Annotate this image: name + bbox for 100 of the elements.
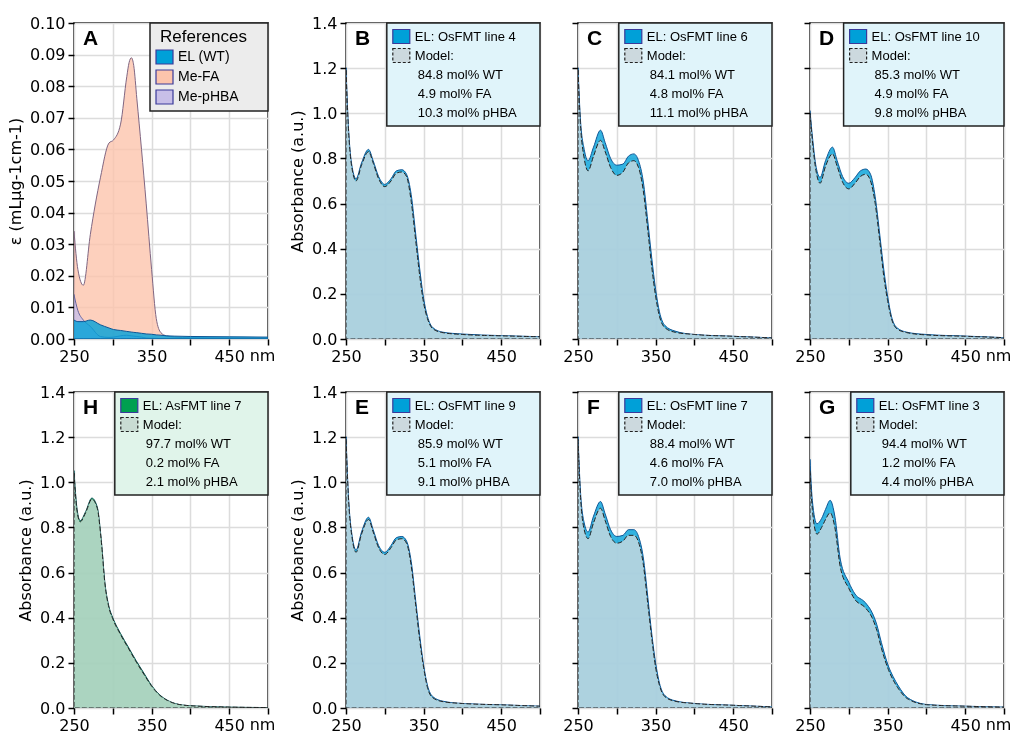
legend-label: Me-pHBA bbox=[178, 88, 240, 104]
y-tick-label: 0.2 bbox=[312, 284, 338, 304]
y-tick-label: 1.4 bbox=[40, 382, 66, 402]
legend-label: EL: OsFMT line 7 bbox=[646, 397, 748, 413]
y-tick-label: 0.2 bbox=[312, 653, 338, 673]
y-axis-title: Absorbance (a.u.) bbox=[288, 110, 308, 253]
annotation: 2.1 mol% pHBA bbox=[145, 473, 238, 489]
y-tick-label: 0.6 bbox=[312, 563, 338, 583]
x-tick-label: 450 bbox=[486, 715, 517, 735]
annotation: 0.2 mol% FA bbox=[145, 454, 220, 470]
x-axis-title: nm bbox=[985, 345, 1012, 365]
legend-label: EL: OsFMT line 3 bbox=[878, 397, 980, 413]
x-axis-title: nm bbox=[249, 345, 276, 365]
legend-label: Model: bbox=[646, 47, 686, 63]
annotation: 9.8 mol% pHBA bbox=[874, 104, 967, 120]
legend-label: Model: bbox=[646, 416, 686, 432]
x-tick-label: 250 bbox=[59, 715, 90, 735]
annotation: 11.1 mol% pHBA bbox=[649, 104, 749, 120]
x-axis-title: nm bbox=[249, 714, 276, 734]
annotation: 84.1 mol% WT bbox=[649, 66, 736, 82]
y-tick-label: 0.0 bbox=[40, 698, 66, 718]
x-tick-label: 250 bbox=[563, 715, 594, 735]
legend-label: Model: bbox=[871, 47, 911, 63]
y-tick-label: 1.2 bbox=[312, 427, 338, 447]
y-tick-label: 0.8 bbox=[312, 148, 338, 168]
annotation: 7.0 mol% pHBA bbox=[649, 473, 742, 489]
y-axis-title: Absorbance (a.u.) bbox=[288, 479, 308, 622]
y-tick-label: 0.01 bbox=[29, 297, 66, 317]
annotation: 5.1 mol% FA bbox=[417, 454, 492, 470]
annotation: 10.3 mol% pHBA bbox=[417, 104, 518, 120]
y-tick-label: 1.0 bbox=[40, 472, 66, 492]
legend-title: References bbox=[160, 27, 247, 46]
annotation: 85.9 mol% WT bbox=[417, 435, 504, 451]
chart-title: E bbox=[355, 395, 370, 418]
x-tick-label: 350 bbox=[640, 346, 672, 366]
y-tick-label: 0.08 bbox=[29, 76, 66, 96]
x-tick-label: 450 bbox=[486, 346, 517, 366]
annotation: 85.3 mol% WT bbox=[874, 66, 960, 82]
x-tick-label: 450 bbox=[214, 715, 245, 735]
chart-title: A bbox=[83, 26, 99, 49]
y-tick-label: 0.8 bbox=[40, 517, 66, 537]
chart-title: C bbox=[587, 26, 603, 49]
x-tick-label: 450 bbox=[950, 346, 981, 366]
annotation: 4.9 mol% FA bbox=[417, 85, 492, 101]
x-tick-label: 450 bbox=[950, 715, 981, 735]
x-tick-label: 250 bbox=[59, 346, 90, 366]
y-axis-title: ε (mLµg-1cm-1) bbox=[5, 117, 25, 246]
y-tick-label: 1.4 bbox=[312, 13, 338, 33]
legend-label: EL: OsFMT line 6 bbox=[646, 28, 748, 44]
x-tick-label: 350 bbox=[872, 346, 904, 366]
annotation: 4.4 mol% pHBA bbox=[881, 473, 974, 489]
legend-label: EL: AsFMT line 7 bbox=[142, 397, 242, 413]
x-tick-label: 250 bbox=[795, 346, 826, 366]
y-tick-label: 0.00 bbox=[29, 329, 66, 349]
annotation: 84.8 mol% WT bbox=[417, 66, 504, 82]
x-tick-label: 350 bbox=[872, 715, 904, 735]
x-axis-title: nm bbox=[985, 714, 1012, 734]
legend-label: Me-FA bbox=[178, 68, 220, 84]
legend-label: EL (WT) bbox=[178, 48, 230, 64]
x-tick-label: 250 bbox=[331, 715, 362, 735]
annotation: 97.7 mol% WT bbox=[145, 435, 232, 451]
annotation: 9.1 mol% pHBA bbox=[417, 473, 510, 489]
x-tick-label: 250 bbox=[563, 346, 594, 366]
y-tick-label: 1.0 bbox=[312, 103, 338, 123]
y-tick-label: 0.10 bbox=[29, 13, 66, 33]
legend-label: Model: bbox=[142, 416, 182, 432]
y-tick-label: 0.0 bbox=[312, 329, 338, 349]
y-tick-label: 0.03 bbox=[29, 234, 66, 254]
legend-label: Model: bbox=[878, 416, 918, 432]
y-tick-label: 0.09 bbox=[29, 45, 66, 65]
y-tick-label: 0.4 bbox=[312, 608, 338, 628]
y-axis-title: Absorbance (a.u.) bbox=[16, 479, 36, 622]
legend-label: EL: OsFMT line 10 bbox=[871, 28, 980, 44]
y-tick-label: 0.07 bbox=[29, 108, 66, 128]
y-tick-label: 0.04 bbox=[29, 203, 66, 223]
x-tick-label: 250 bbox=[795, 715, 826, 735]
legend-label: Model: bbox=[414, 47, 454, 63]
legend-label: EL: OsFMT line 4 bbox=[414, 28, 516, 44]
x-tick-label: 450 bbox=[718, 346, 749, 366]
x-tick-label: 450 bbox=[718, 715, 749, 735]
y-tick-label: 0.06 bbox=[29, 139, 66, 159]
x-tick-label: 350 bbox=[408, 346, 440, 366]
y-tick-label: 1.2 bbox=[40, 427, 66, 447]
y-tick-label: 0.02 bbox=[29, 266, 66, 286]
chart-title: D bbox=[819, 26, 835, 49]
chart-title: G bbox=[819, 395, 836, 418]
y-tick-label: 0.2 bbox=[40, 653, 66, 673]
chart-title: B bbox=[355, 26, 371, 49]
y-tick-label: 0.6 bbox=[40, 563, 66, 583]
x-tick-label: 350 bbox=[136, 715, 168, 735]
x-tick-label: 450 bbox=[214, 346, 245, 366]
y-tick-label: 0.6 bbox=[312, 194, 338, 214]
y-tick-label: 1.4 bbox=[312, 382, 338, 402]
annotation: 4.9 mol% FA bbox=[874, 85, 949, 101]
annotation: 4.6 mol% FA bbox=[649, 454, 724, 470]
y-tick-label: 0.4 bbox=[40, 608, 66, 628]
y-tick-label: 1.2 bbox=[312, 58, 338, 78]
x-tick-label: 250 bbox=[331, 346, 362, 366]
y-tick-label: 0.0 bbox=[312, 698, 338, 718]
annotation: 1.2 mol% FA bbox=[881, 454, 956, 470]
